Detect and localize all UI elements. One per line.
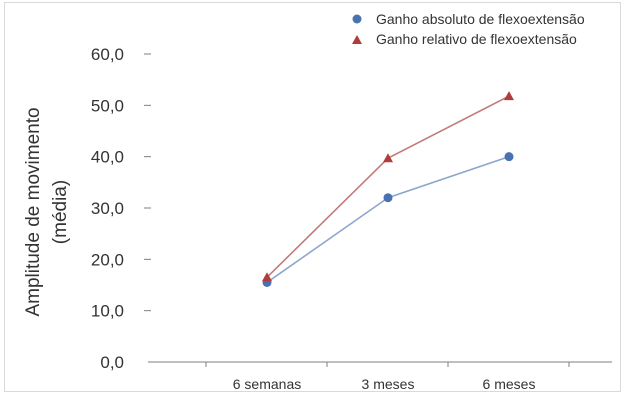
- y-tick-label: 20,0: [91, 250, 124, 269]
- legend-marker-absoluto: [352, 14, 362, 24]
- chart-frame: [4, 2, 621, 392]
- legend-marker-relativo: [352, 35, 362, 44]
- series-line: [266, 155, 510, 284]
- y-axis-subtitle: (média): [50, 180, 71, 244]
- y-tick-label: 50,0: [91, 96, 124, 115]
- y-tick-label: 0,0: [100, 353, 124, 372]
- series-line: [266, 95, 510, 278]
- data-point: [504, 152, 514, 162]
- data-point: [504, 91, 514, 101]
- plot-area: [262, 91, 514, 287]
- data-point: [262, 272, 272, 282]
- x-tick-label: 3 meses: [362, 376, 415, 392]
- legend-label-absoluto: Ganho absoluto de flexoextensão: [376, 11, 585, 27]
- y-tick-label: 30,0: [91, 199, 124, 218]
- y-axis-title: Amplitude de movimento: [23, 107, 44, 316]
- data-point: [383, 153, 393, 163]
- y-tick-label: 40,0: [91, 148, 124, 167]
- data-point: [383, 193, 393, 203]
- legend-label-relativo: Ganho relativo de flexoextensão: [376, 31, 577, 47]
- x-tick-label: 6 meses: [483, 376, 536, 392]
- y-tick-label: 60,0: [91, 45, 124, 64]
- x-tick-label: 6 semanas: [233, 376, 301, 392]
- y-axis: 0,0 10,0 20,0 30,0 40,0 50,0 60,0: [91, 45, 151, 372]
- y-tick-label: 10,0: [91, 302, 124, 321]
- chart-legend: Ganho absoluto de flexoextensão Ganho re…: [352, 11, 585, 47]
- x-axis: 6 semanas 3 meses 6 meses: [148, 361, 612, 392]
